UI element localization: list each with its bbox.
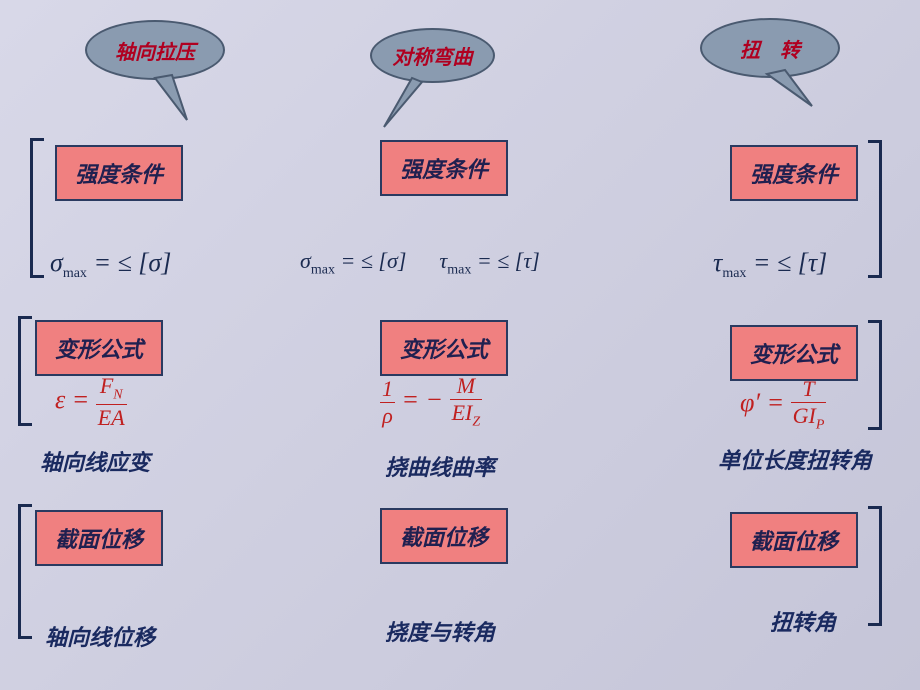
bubble-tail-icon xyxy=(757,66,817,116)
box-c3-deform: 变形公式 xyxy=(730,325,858,381)
box-c3-strength: 强度条件 xyxy=(730,145,858,201)
bubble-axial-text: 轴向拉压 xyxy=(115,36,195,65)
formula-c3-strength: τmax = ≤ [τ] xyxy=(713,248,827,282)
box-c2-deform: 变形公式 xyxy=(380,320,508,376)
box-c2-strength: 强度条件 xyxy=(380,140,508,196)
bracket-c1-s3 xyxy=(18,504,32,639)
label-c1-deform: 轴向线应变 xyxy=(40,445,150,477)
formula-c2-strength: σmax = ≤ [σ] τmax = ≤ [τ] xyxy=(300,248,540,278)
box-c1-strength: 强度条件 xyxy=(55,145,183,201)
bubble-bending-text: 对称弯曲 xyxy=(393,41,473,70)
bubble-tail-icon xyxy=(382,72,432,132)
bubble-torsion: 扭 转 xyxy=(700,18,840,78)
bracket-c1-s2 xyxy=(18,316,32,426)
formula-c1-deform: ε = FNEA xyxy=(55,375,127,429)
bubble-bending: 对称弯曲 xyxy=(370,28,495,83)
bubble-axial: 轴向拉压 xyxy=(85,20,225,80)
box-c1-deform: 变形公式 xyxy=(35,320,163,376)
bracket-c3-s1 xyxy=(868,140,882,278)
box-c2-disp: 截面位移 xyxy=(380,508,508,564)
label-c3-deform: 单位长度扭转角 xyxy=(718,443,872,475)
label-c2-disp: 挠度与转角 xyxy=(385,615,495,647)
label-c1-disp: 轴向线位移 xyxy=(45,620,155,652)
label-c3-disp: 扭转角 xyxy=(770,605,836,637)
bracket-c1-s1 xyxy=(30,138,44,278)
box-c1-disp: 截面位移 xyxy=(35,510,163,566)
bubble-torsion-text: 扭 转 xyxy=(740,34,800,63)
formula-c1-strength: σmax = ≤ [σ] xyxy=(50,248,171,282)
formula-c3-deform: φ′ = TGIP xyxy=(740,378,826,432)
bubble-tail-icon xyxy=(147,70,197,125)
formula-c2-deform: 1ρ = − MEIZ xyxy=(380,375,482,429)
label-c2-deform: 挠曲线曲率 xyxy=(385,450,495,482)
box-c3-disp: 截面位移 xyxy=(730,512,858,568)
bracket-c3-s2 xyxy=(868,320,882,430)
bracket-c3-s3 xyxy=(868,506,882,626)
